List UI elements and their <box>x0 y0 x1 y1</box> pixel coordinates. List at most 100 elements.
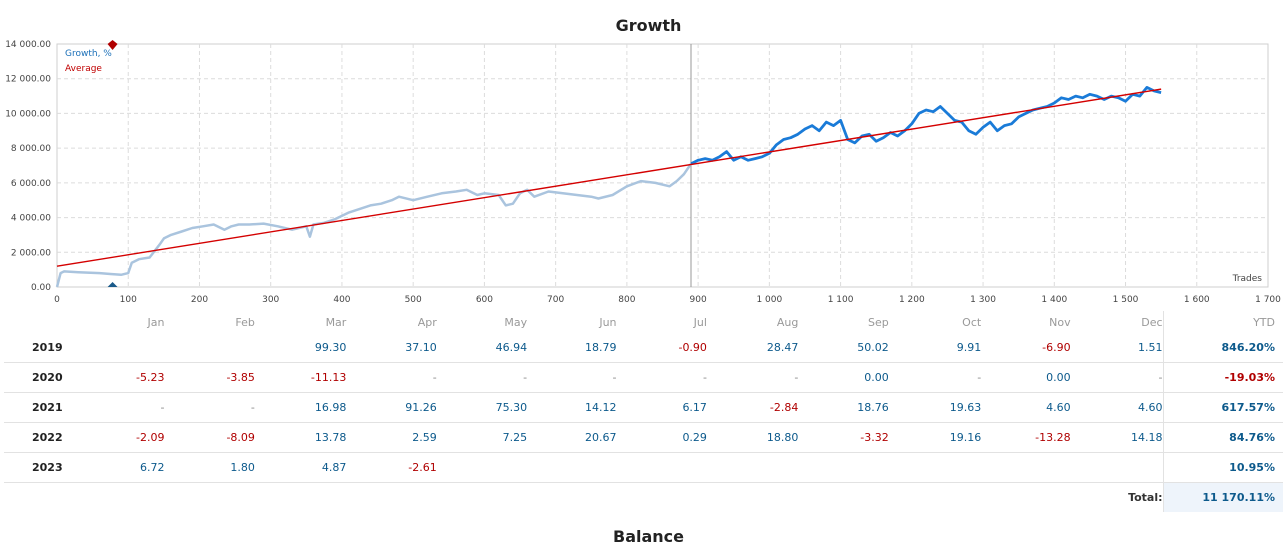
y-tick-label: 8 000.00 <box>11 144 51 154</box>
month-value-cell: 7.25 <box>436 422 528 453</box>
y-tick-label: 6 000.00 <box>11 179 51 189</box>
chart-lines <box>55 40 1162 288</box>
x-tick-label: 300 <box>262 295 279 305</box>
table-header-aug: Aug <box>776 315 799 329</box>
x-tick-label: 1 500 <box>1113 295 1139 305</box>
month-value-cell: -8.09 <box>164 422 255 453</box>
month-value-cell: 4.60 <box>1070 392 1164 423</box>
y-tick-label: 4 000.00 <box>11 214 51 224</box>
table-header-oct: Oct <box>962 315 982 329</box>
y-tick-label: 10 000.00 <box>5 109 51 119</box>
year-cell: 2022 <box>4 422 85 453</box>
x-tick-label: 400 <box>333 295 350 305</box>
total-value: 11 170.11% <box>1162 482 1283 512</box>
chart-title: Growth <box>615 16 682 35</box>
table-row: 2020 -5.23 -3.85 -11.13- - - - -0.00-0.00- -19.0… <box>4 362 1283 393</box>
month-value-cell: 75.30 <box>436 392 528 423</box>
legend-growth: Growth, % <box>65 49 112 59</box>
month-value-cell: 19.16 <box>888 422 982 453</box>
month-value-cell: -5.23 <box>84 362 165 393</box>
table-row: 2022 -2.09 -8.09 13.78 2.59 7.25 20.67 0.29 18.8… <box>4 422 1283 453</box>
month-value-cell: -3.32 <box>798 422 889 453</box>
table-header-feb: Feb <box>235 315 255 329</box>
month-value-cell: -13.28 <box>981 422 1071 453</box>
x-tick-label: 1 700 <box>1255 295 1281 305</box>
month-value-cell: - <box>888 362 982 393</box>
month-value-cell: 0.00 <box>798 362 889 393</box>
top-marker-icon <box>107 44 118 50</box>
table-header-jan: Jan <box>147 315 165 329</box>
month-value-cell <box>1070 452 1164 483</box>
month-value-cell: -2.09 <box>84 422 165 453</box>
month-value-cell: -6.90 <box>981 333 1071 363</box>
month-value-cell: -2.84 <box>706 392 799 423</box>
month-value-cell: -2.61 <box>346 452 437 483</box>
table-header-year <box>4 311 84 333</box>
table-header-nov: Nov <box>1049 315 1071 329</box>
x-tick-label: 700 <box>547 295 564 305</box>
growth-line-recent <box>690 86 1162 166</box>
y-tick-label: 0.00 <box>31 283 51 293</box>
month-value-cell: 6.72 <box>84 452 165 483</box>
x-tick-label: 1 100 <box>828 295 854 305</box>
year-cell: 2021 <box>4 392 85 423</box>
month-value-cell <box>981 452 1071 483</box>
month-value-cell: 18.80 <box>706 422 799 453</box>
month-value-cell: 1.80 <box>164 452 255 483</box>
month-value-cell: 18.79 <box>527 333 617 363</box>
average-line <box>56 88 1162 267</box>
month-value-cell: 2.59 <box>346 422 437 453</box>
year-cell: 2023 <box>4 452 85 483</box>
table-row: 2021- -16.98 91.26 75.30 14.12 6.17 -2.84 18.76… <box>4 392 1283 423</box>
table-header-apr: Apr <box>417 315 437 329</box>
ytd-cell: 10.95% <box>1162 452 1283 483</box>
month-value-cell: 0.29 <box>616 422 707 453</box>
x-tick-label: 1 300 <box>970 295 996 305</box>
month-value-cell: -3.85 <box>164 362 255 393</box>
month-value-cell: 19.63 <box>888 392 982 423</box>
year-cell: 2020 <box>4 362 85 393</box>
x-tick-label: 900 <box>690 295 707 305</box>
table-header-sep: Sep <box>868 315 889 329</box>
table-header-row: Jan Feb Mar Apr May Jun Jul Aug Sep Oct Nov Dec YTD <box>4 311 1283 333</box>
month-value-cell: 37.10 <box>346 333 437 363</box>
x-axis-label: Trades <box>1232 274 1263 284</box>
legend-average: Average <box>65 64 102 74</box>
x-tick-label: 200 <box>191 295 208 305</box>
table-row: 2019 99.30 37.10 46.94 18.79 -0.90 28.47 50.02 9… <box>4 333 1283 363</box>
month-value-cell: 91.26 <box>346 392 437 423</box>
month-value-cell: 1.51 <box>1070 333 1164 363</box>
month-value-cell: -11.13 <box>254 362 347 393</box>
table-header-may: May <box>504 315 528 329</box>
total-label: Total: <box>1128 491 1163 504</box>
month-value-cell: 6.17 <box>616 392 707 423</box>
ytd-cell: 846.20% <box>1162 333 1283 363</box>
y-tick-label: 12 000.00 <box>5 75 51 85</box>
month-value-cell <box>798 452 889 483</box>
month-value-cell: 0.00 <box>981 362 1071 393</box>
y-tick-label: 2 000.00 <box>11 248 51 258</box>
x-axis-ticks: 0 100 200 300 400 500 600 700 800 900 1 000 1 100 1 … <box>54 295 1281 305</box>
month-value-cell: - <box>706 362 799 393</box>
bottom-marker-icon <box>107 282 118 287</box>
month-value-cell: 20.67 <box>527 422 617 453</box>
month-value-cell: - <box>527 362 617 393</box>
month-value-cell: - <box>84 392 165 423</box>
growth-chart: 0.00 2 000.00 4 000.00 6 000.00 8 000.00 10 0… <box>5 40 1281 305</box>
monthly-returns-table: Jan Feb Mar Apr May Jun Jul Aug Sep Oct Nov Dec YTD … <box>4 311 1283 512</box>
month-value-cell <box>616 452 707 483</box>
growth-line-history <box>55 163 693 288</box>
x-tick-label: 100 <box>120 295 137 305</box>
month-value-cell: 28.47 <box>706 333 799 363</box>
month-value-cell: 13.78 <box>254 422 347 453</box>
x-tick-label: 1 200 <box>899 295 925 305</box>
y-axis-ticks: 0.00 2 000.00 4 000.00 6 000.00 8 000.00 10 0… <box>5 40 51 293</box>
month-value-cell: 46.94 <box>436 333 528 363</box>
table-total-row: Total: 11 170.11% <box>4 482 1283 512</box>
month-value-cell: - <box>616 362 707 393</box>
month-value-cell <box>164 333 255 363</box>
month-value-cell: 4.60 <box>981 392 1071 423</box>
table-row: 2023 6.72 1.80 4.87 -2.61 10.95% <box>4 452 1283 483</box>
month-value-cell <box>436 452 528 483</box>
table-header-ytd: YTD <box>1162 311 1283 333</box>
